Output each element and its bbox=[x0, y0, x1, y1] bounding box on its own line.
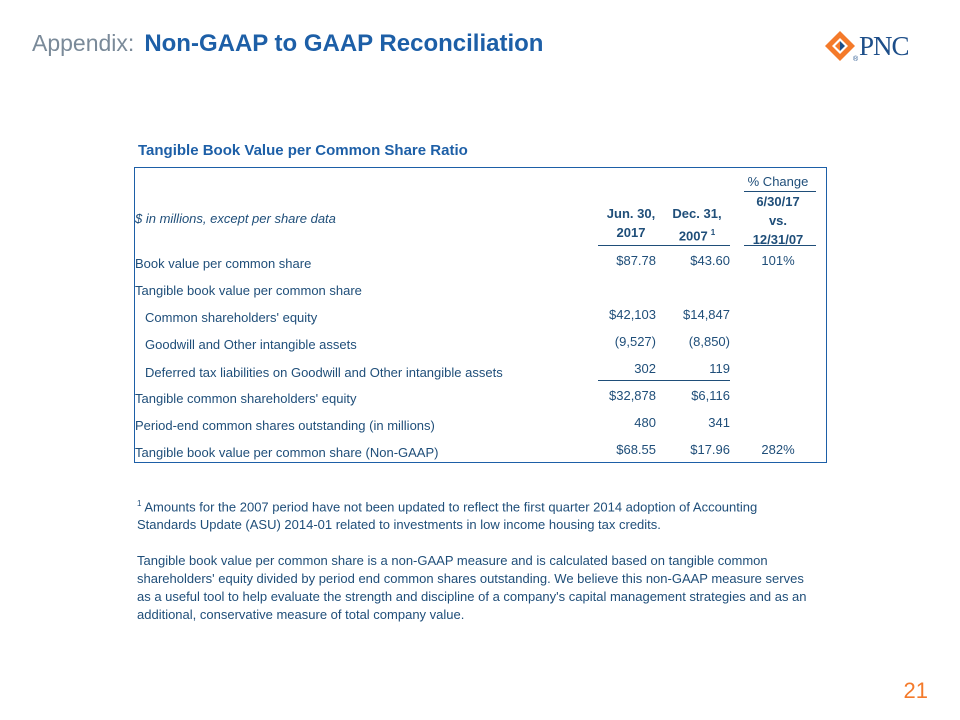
row-value-dec-2007: $6,116 bbox=[691, 388, 730, 403]
slide-header: Appendix: Non-GAAP to GAAP Reconciliatio… bbox=[32, 30, 543, 64]
row-value-change: 282% bbox=[761, 442, 795, 457]
col2-header-line2-wrap: 2007 1 bbox=[662, 223, 732, 245]
subtotal-rule-col2 bbox=[664, 380, 730, 381]
row-value-dec-2007: $43.60 bbox=[690, 253, 730, 268]
col1-header: Jun. 30, 2017 bbox=[596, 204, 666, 242]
row-label: Common shareholders' equity bbox=[145, 310, 318, 325]
page-title: Non-GAAP to GAAP Reconciliation bbox=[144, 30, 544, 57]
reconciliation-table: $ in millions, except per share data Jun… bbox=[134, 167, 827, 463]
col2-header: Dec. 31, 2007 1 bbox=[662, 204, 732, 245]
row-label: Tangible book value per common share bbox=[135, 283, 362, 298]
footnote: 1 Amounts for the 2007 period have not b… bbox=[137, 495, 817, 534]
row-value-jun-2017: $87.78 bbox=[616, 253, 656, 268]
row-value-jun-2017: 480 bbox=[634, 415, 656, 430]
col3-header-rule bbox=[744, 245, 816, 246]
row-value-jun-2017: (9,527) bbox=[614, 334, 656, 349]
row-label: Tangible book value per common share (No… bbox=[135, 445, 439, 460]
row-label: Period-end common shares outstanding (in… bbox=[135, 418, 435, 433]
pnc-logo: ® PNC bbox=[823, 28, 933, 64]
row-label: Goodwill and Other intangible assets bbox=[145, 337, 357, 352]
col3-top-header: % Change bbox=[747, 174, 809, 189]
row-value-jun-2017: 302 bbox=[634, 361, 656, 376]
row-value-dec-2007: (8,850) bbox=[688, 334, 730, 349]
row-value-change: 101% bbox=[761, 253, 795, 268]
explanation-paragraph: Tangible book value per common share is … bbox=[137, 553, 807, 622]
col3-header-line2: vs. bbox=[768, 213, 788, 228]
col1-header-line2: 2017 bbox=[616, 225, 646, 240]
row-value-dec-2007: $14,847 bbox=[683, 307, 730, 322]
subtotal-rule-col1 bbox=[598, 380, 664, 381]
row-label: Deferred tax liabilities on Goodwill and… bbox=[145, 365, 503, 380]
unit-label: $ in millions, except per share data bbox=[135, 211, 336, 226]
col1-header-line1: Jun. 30, bbox=[606, 206, 656, 221]
row-value-dec-2007: $17.96 bbox=[690, 442, 730, 457]
row-value-jun-2017: $68.55 bbox=[616, 442, 656, 457]
col3-header-line3: 12/31/07 bbox=[752, 232, 804, 247]
col2-header-line2: 2007 bbox=[678, 228, 708, 244]
col2-header-rule bbox=[664, 245, 730, 246]
footnote-text: Amounts for the 2007 period have not bee… bbox=[137, 499, 758, 533]
row-value-jun-2017: $32,878 bbox=[609, 388, 656, 403]
col3-top-rule bbox=[744, 191, 816, 192]
footnote-marker: 1 bbox=[137, 499, 142, 508]
row-value-dec-2007: 341 bbox=[708, 415, 730, 430]
logo-text: PNC bbox=[859, 30, 910, 61]
row-label: Book value per common share bbox=[135, 256, 312, 271]
page-number: 21 bbox=[903, 678, 928, 703]
row-value-jun-2017: $42,103 bbox=[609, 307, 656, 322]
logo-registered-mark: ® bbox=[853, 56, 859, 63]
col3-header-line1: 6/30/17 bbox=[756, 194, 800, 209]
header-prefix: Appendix: bbox=[32, 30, 135, 56]
col2-header-line1: Dec. 31, bbox=[672, 206, 722, 221]
table-title: Tangible Book Value per Common Share Rat… bbox=[138, 142, 468, 159]
pnc-logo-mark-icon bbox=[825, 31, 855, 61]
col3-header: 6/30/17 vs. 12/31/07 bbox=[740, 192, 816, 249]
row-label: Tangible common shareholders' equity bbox=[135, 391, 357, 406]
col1-header-rule bbox=[598, 245, 664, 246]
row-value-dec-2007: 119 bbox=[709, 361, 730, 376]
col2-footnote-marker: 1 bbox=[710, 228, 716, 237]
